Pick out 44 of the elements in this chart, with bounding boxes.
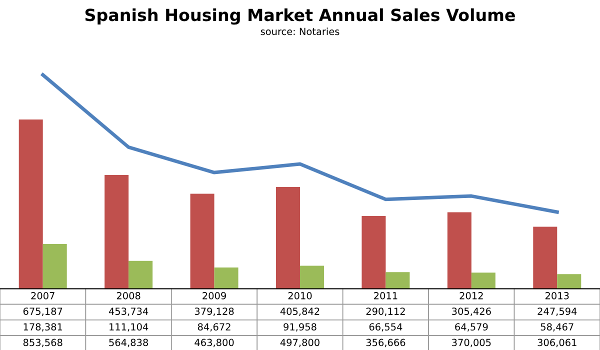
bar — [447, 212, 472, 289]
data-label: 178,381 — [24, 323, 62, 332]
x-tick-label: 2012 — [460, 292, 483, 300]
bar — [190, 194, 214, 289]
x-tick-label: 2009 — [202, 292, 226, 300]
data-label: 111,104 — [110, 323, 148, 332]
x-tick-label: 2013 — [545, 292, 569, 300]
data-label: 58,467 — [540, 323, 574, 332]
data-label: 247,594 — [538, 308, 577, 316]
data-label: 356,666 — [366, 338, 406, 348]
bar — [104, 175, 129, 289]
data-label: 91,958 — [284, 323, 316, 332]
bar — [533, 226, 558, 289]
data-label: 64,579 — [455, 323, 488, 332]
x-tick-label: 2007 — [31, 292, 54, 300]
bar — [386, 272, 410, 289]
data-label: 497,800 — [280, 338, 320, 348]
data-label: 675,187 — [23, 308, 62, 316]
x-tick-label: 2011 — [374, 292, 398, 300]
x-tick-label: 2010 — [288, 292, 312, 300]
bar — [471, 272, 496, 289]
data-label: 853,568 — [23, 338, 62, 348]
data-label: 405,842 — [280, 308, 320, 316]
chart-subtitle: source: Notaries — [260, 28, 340, 36]
data-label: 453,734 — [108, 308, 148, 316]
data-label: 66,554 — [369, 323, 402, 332]
x-tick-label: 2008 — [116, 292, 140, 300]
bar — [18, 120, 43, 289]
data-label: 290,112 — [366, 308, 405, 316]
bar — [214, 268, 238, 289]
data-label: 84,672 — [198, 323, 230, 332]
bar — [362, 216, 386, 289]
bar — [42, 244, 67, 289]
bar — [128, 260, 153, 289]
data-label: 379,128 — [194, 308, 234, 316]
data-label: 370,005 — [452, 338, 491, 348]
data-label: 306,061 — [538, 338, 576, 348]
bar — [300, 266, 324, 289]
bar — [276, 187, 300, 289]
data-label: 463,800 — [194, 338, 234, 348]
chart-title: Spanish Housing Market Annual Sales Volume — [85, 8, 515, 25]
data-label: 564,838 — [109, 338, 148, 348]
bar — [557, 274, 582, 289]
data-label: 305,426 — [452, 308, 491, 316]
